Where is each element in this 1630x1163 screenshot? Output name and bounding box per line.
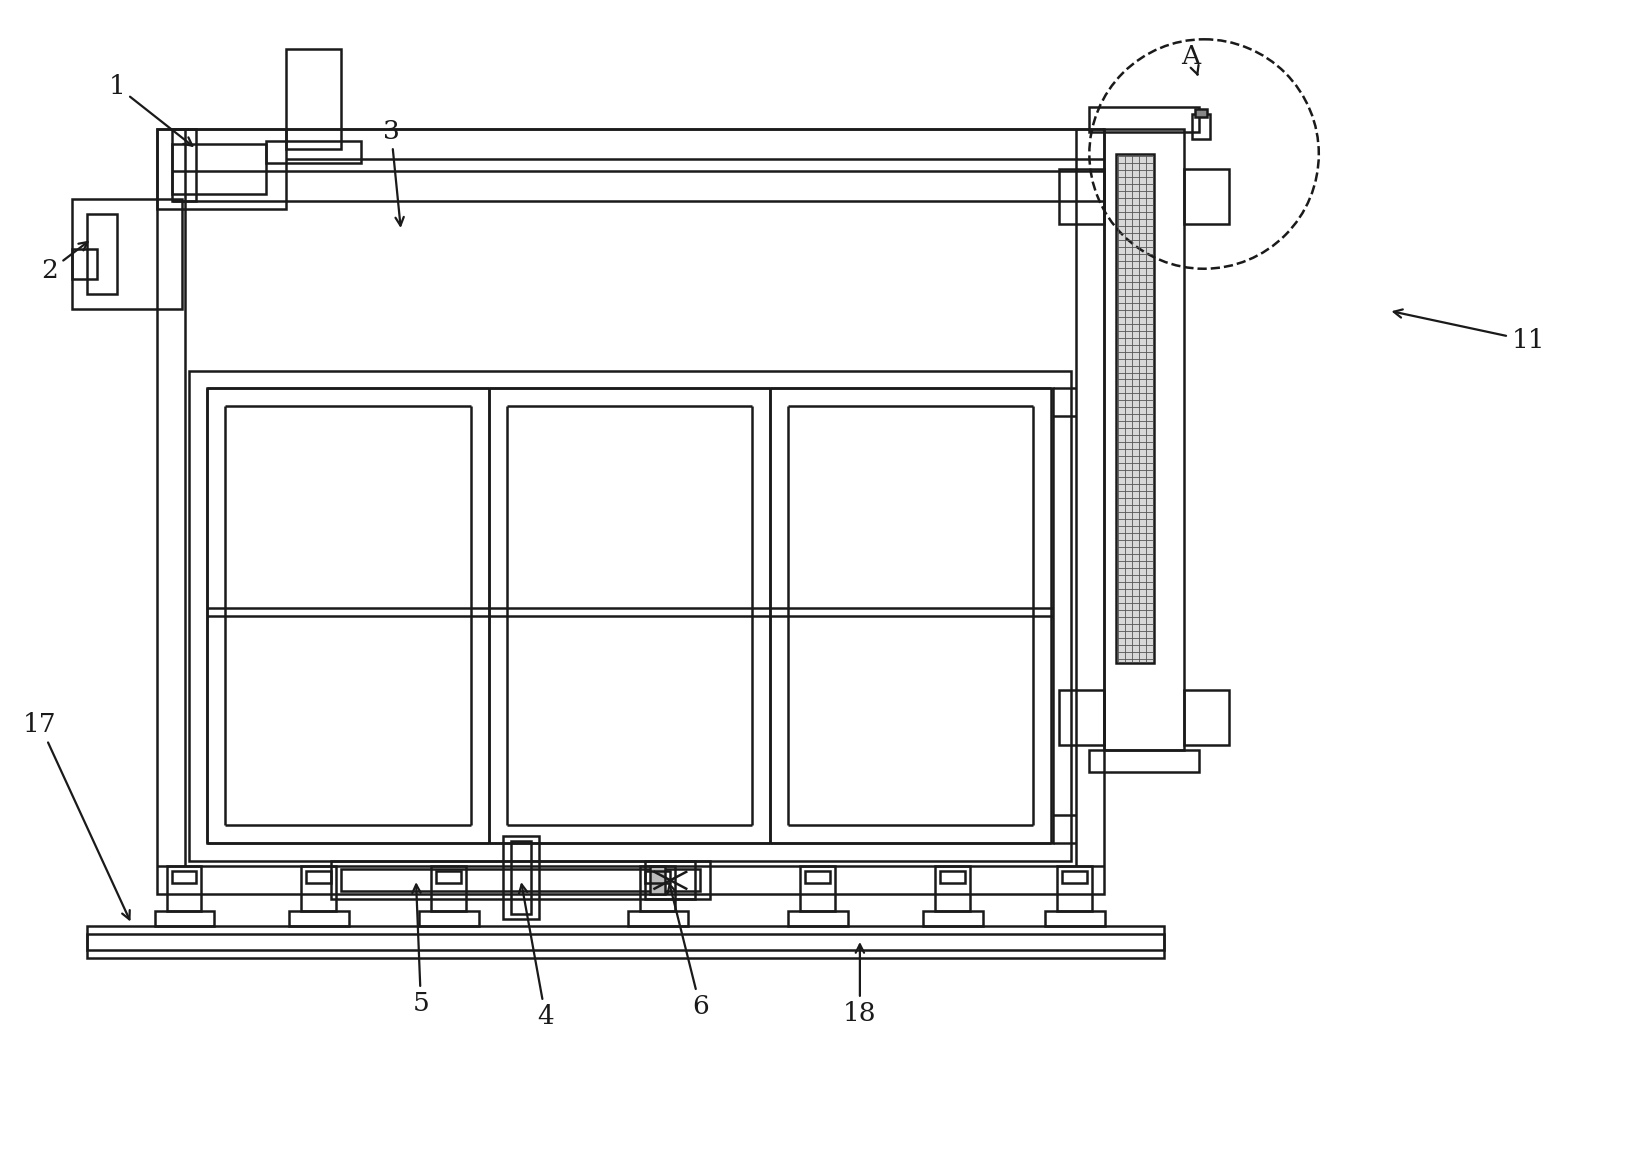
Bar xyxy=(1045,912,1105,926)
Bar xyxy=(650,866,665,894)
Text: 5: 5 xyxy=(412,885,429,1016)
Bar xyxy=(419,912,479,926)
Text: 6: 6 xyxy=(668,884,709,1020)
Bar xyxy=(341,869,701,891)
Bar xyxy=(1058,866,1092,912)
Bar xyxy=(1192,114,1209,140)
Bar xyxy=(510,841,531,914)
Text: 1: 1 xyxy=(108,73,192,145)
Bar xyxy=(1195,109,1208,117)
Bar xyxy=(266,141,362,163)
Bar xyxy=(1089,107,1200,133)
Bar xyxy=(171,144,266,194)
Bar xyxy=(171,871,197,883)
Bar xyxy=(502,836,538,919)
Text: 4: 4 xyxy=(518,885,554,1029)
Bar xyxy=(923,912,983,926)
Bar xyxy=(805,871,830,883)
Bar xyxy=(645,871,670,883)
Bar xyxy=(800,866,835,912)
Bar xyxy=(72,199,181,308)
Bar xyxy=(86,926,1164,958)
Bar xyxy=(1117,154,1154,663)
Bar xyxy=(86,214,117,294)
Bar xyxy=(1104,129,1183,750)
Bar xyxy=(156,129,287,209)
Bar xyxy=(629,912,688,926)
Bar xyxy=(171,129,197,201)
Bar xyxy=(430,866,466,912)
Bar xyxy=(302,866,336,912)
Bar xyxy=(86,934,1164,950)
Bar xyxy=(1063,871,1087,883)
Bar xyxy=(787,912,848,926)
Bar xyxy=(1183,169,1229,223)
Bar xyxy=(289,912,349,926)
Bar xyxy=(645,862,696,899)
Text: 3: 3 xyxy=(383,119,404,226)
Bar xyxy=(1183,690,1229,744)
Bar xyxy=(72,249,96,279)
Bar xyxy=(155,912,215,926)
Bar xyxy=(1060,690,1104,744)
Bar xyxy=(287,49,341,149)
Bar xyxy=(941,871,965,883)
Bar xyxy=(1089,750,1200,771)
Bar xyxy=(189,371,1071,862)
Text: 17: 17 xyxy=(23,712,130,920)
Text: A: A xyxy=(1182,44,1201,74)
Bar xyxy=(331,862,711,899)
Bar xyxy=(207,388,1053,843)
Bar xyxy=(934,866,970,912)
Bar xyxy=(435,871,461,883)
Bar xyxy=(166,866,202,912)
Bar xyxy=(156,129,1104,894)
Bar xyxy=(641,866,675,912)
Text: 11: 11 xyxy=(1394,309,1545,354)
Text: 18: 18 xyxy=(843,944,877,1027)
Text: 2: 2 xyxy=(41,242,88,284)
Bar xyxy=(306,871,331,883)
Bar xyxy=(1060,169,1104,223)
